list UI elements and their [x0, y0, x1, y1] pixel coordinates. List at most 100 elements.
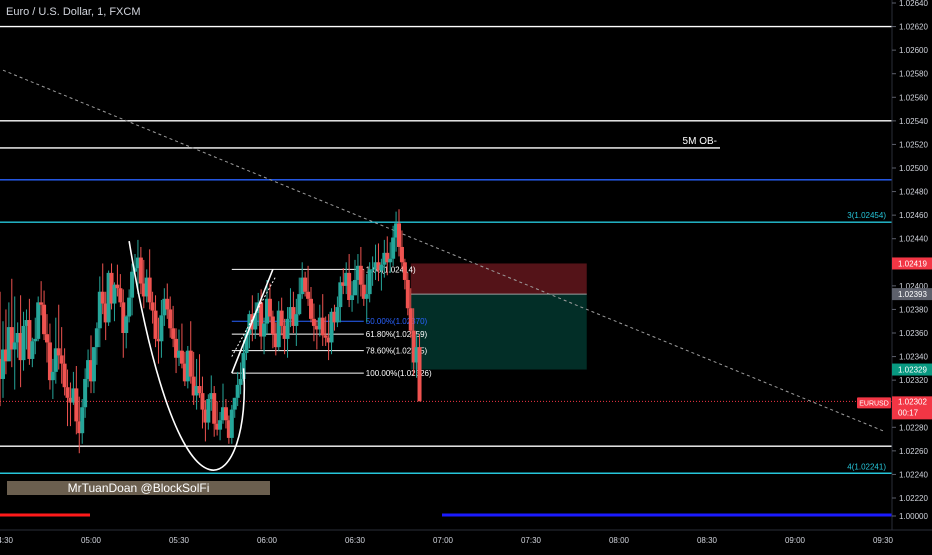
stop-loss-zone[interactable]	[410, 263, 587, 295]
candle-body[interactable]	[344, 272, 349, 286]
candle-body[interactable]	[405, 279, 410, 309]
candle-body[interactable]	[77, 421, 82, 434]
candle-body[interactable]	[279, 310, 284, 326]
candle-body[interactable]	[15, 333, 20, 343]
candle-body[interactable]	[56, 348, 61, 356]
candle-body[interactable]	[335, 307, 340, 323]
candle-body[interactable]	[182, 363, 187, 382]
candle-body[interactable]	[74, 388, 79, 422]
candle-body[interactable]	[168, 309, 173, 329]
candle-body[interactable]	[259, 302, 264, 337]
candle-body[interactable]	[18, 333, 23, 361]
candle-body[interactable]	[399, 246, 404, 263]
candle-body[interactable]	[262, 323, 267, 337]
candle-body[interactable]	[124, 316, 129, 334]
candle-body[interactable]	[33, 338, 38, 342]
candle-body[interactable]	[97, 291, 102, 329]
candle-body[interactable]	[9, 327, 14, 350]
candle-body[interactable]	[147, 277, 152, 303]
candle-body[interactable]	[341, 282, 346, 286]
candle-body[interactable]	[329, 311, 334, 343]
candle-body[interactable]	[394, 223, 399, 238]
candle-body[interactable]	[206, 399, 211, 423]
candle-body[interactable]	[267, 298, 272, 317]
candle-body[interactable]	[294, 314, 299, 326]
candle-body[interactable]	[379, 264, 384, 271]
candle-body[interactable]	[42, 304, 47, 335]
candle-body[interactable]	[36, 302, 41, 339]
candle-body[interactable]	[303, 277, 308, 292]
candle-body[interactable]	[59, 355, 64, 364]
candle-body[interactable]	[253, 312, 258, 330]
candle-body[interactable]	[332, 311, 337, 323]
candle-body[interactable]	[397, 223, 401, 247]
candle-body[interactable]	[282, 325, 287, 339]
candle-body[interactable]	[194, 386, 199, 396]
candle-body[interactable]	[382, 252, 387, 265]
candle-body[interactable]	[103, 303, 108, 323]
trendline[interactable]	[2, 69, 884, 432]
candle-body[interactable]	[135, 257, 140, 269]
candle-body[interactable]	[6, 327, 11, 362]
candle-body[interactable]	[265, 298, 269, 324]
candle-body[interactable]	[276, 310, 281, 348]
candle-body[interactable]	[162, 298, 167, 316]
candle-body[interactable]	[314, 325, 319, 330]
candle-body[interactable]	[411, 330, 416, 363]
candle-body[interactable]	[288, 307, 293, 319]
candle-body[interactable]	[244, 334, 249, 354]
candle-body[interactable]	[414, 347, 419, 363]
candle-body[interactable]	[109, 272, 114, 304]
candle-body[interactable]	[174, 338, 179, 358]
candle-body[interactable]	[320, 317, 325, 336]
candle-body[interactable]	[209, 393, 214, 399]
candle-body[interactable]	[388, 258, 393, 263]
candle-body[interactable]	[226, 420, 231, 438]
candle-body[interactable]	[417, 347, 422, 402]
candle-body[interactable]	[297, 294, 302, 315]
candle-body[interactable]	[200, 393, 205, 410]
candle-body[interactable]	[355, 265, 360, 280]
candle-body[interactable]	[100, 291, 105, 304]
candle-body[interactable]	[376, 262, 381, 271]
candle-body[interactable]	[367, 269, 372, 295]
candle-body[interactable]	[30, 341, 35, 359]
candle-body[interactable]	[223, 407, 228, 421]
candle-body[interactable]	[150, 302, 155, 311]
candle-body[interactable]	[203, 409, 208, 423]
candle-body[interactable]	[80, 407, 85, 434]
candle-body[interactable]	[385, 252, 390, 263]
candle-body[interactable]	[83, 378, 88, 408]
candle-body[interactable]	[141, 283, 146, 297]
candle-body[interactable]	[1, 349, 5, 379]
candle-body[interactable]	[300, 277, 305, 295]
candle-body[interactable]	[338, 282, 343, 308]
candle-body[interactable]	[185, 350, 190, 382]
candle-body[interactable]	[391, 237, 396, 259]
candle-body[interactable]	[309, 298, 313, 319]
candle-body[interactable]	[21, 325, 26, 361]
candle-body[interactable]	[127, 297, 132, 317]
candle-body[interactable]	[118, 288, 123, 303]
candle-body[interactable]	[165, 298, 170, 310]
candle-body[interactable]	[291, 307, 296, 326]
cup-curve[interactable]	[128, 240, 246, 471]
candle-body[interactable]	[373, 262, 378, 270]
price-tag[interactable]	[892, 363, 932, 376]
candle-body[interactable]	[112, 284, 117, 304]
candle-body[interactable]	[317, 317, 322, 330]
candle-body[interactable]	[191, 376, 196, 396]
candle-body[interactable]	[138, 257, 143, 284]
candle-body[interactable]	[218, 420, 223, 430]
candle-body[interactable]	[171, 328, 176, 339]
candle-body[interactable]	[115, 284, 120, 289]
candle-body[interactable]	[350, 295, 355, 300]
candle-body[interactable]	[50, 371, 55, 381]
candle-body[interactable]	[241, 353, 246, 379]
candle-body[interactable]	[89, 360, 93, 382]
candle-body[interactable]	[212, 393, 217, 424]
candle-body[interactable]	[402, 262, 407, 280]
candle-body[interactable]	[370, 269, 375, 271]
last-price-tag[interactable]	[892, 396, 932, 420]
